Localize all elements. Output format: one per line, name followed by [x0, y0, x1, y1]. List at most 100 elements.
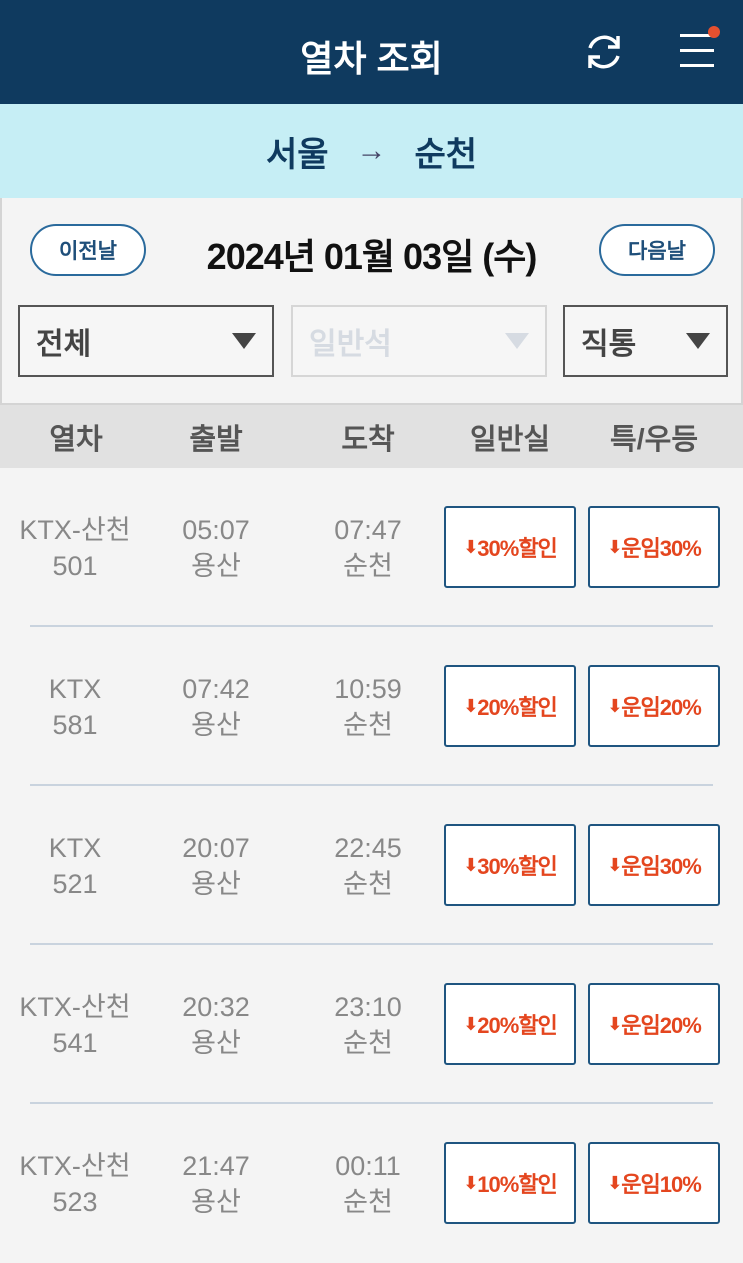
departure: 20:32 용산	[156, 989, 276, 1061]
direct-value: 직통	[581, 328, 637, 361]
general-fare: 30%할인	[477, 854, 558, 879]
special-seat-button[interactable]: ⬇ 운임20%	[588, 665, 720, 747]
special-seat-button[interactable]: ⬇ 운임30%	[588, 506, 720, 588]
special-seat-button[interactable]: ⬇ 운임10%	[588, 1142, 720, 1224]
app-header: 열차 조회	[0, 0, 743, 104]
page-title: 열차 조회	[300, 38, 443, 79]
train-type: KTX-산천	[19, 992, 131, 1022]
train-type-select[interactable]: 전체	[18, 305, 274, 377]
col-special: 특/우등	[609, 423, 699, 456]
route-bar: 서울 → 순천	[0, 104, 743, 198]
departure-time: 07:42	[182, 674, 250, 704]
seat-type-select: 일반석	[291, 305, 547, 377]
col-arrival: 도착	[341, 423, 395, 456]
special-fare: 운임30%	[621, 854, 702, 879]
refresh-icon[interactable]	[582, 30, 626, 74]
train-row: KTX-산천 523 21:47 용산 00:11 순천 ⬇ 10%할인 ⬇ 운임10%	[19, 1104, 720, 1263]
train-type: KTX	[48, 833, 102, 863]
arrival-time: 07:47	[334, 515, 402, 545]
train-name: KTX 581	[0, 671, 150, 743]
departure-station: 용산	[191, 869, 241, 899]
col-departure: 출발	[189, 423, 243, 456]
arrival: 23:10 순천	[308, 989, 428, 1061]
search-panel: 이전날 2024년 01월 03일 (수) 다음날 전체 일반석 직통	[0, 198, 743, 405]
down-arrow-icon: ⬇	[463, 854, 478, 875]
train-number: 541	[52, 1028, 98, 1058]
departure: 05:07 용산	[156, 512, 276, 584]
arrival-time: 23:10	[334, 992, 402, 1022]
train-type: KTX	[48, 674, 102, 704]
down-arrow-icon: ⬇	[607, 854, 622, 875]
selected-date: 2024년 01월 03일 (수)	[206, 236, 538, 277]
special-fare: 운임20%	[621, 1013, 702, 1038]
arrival-station: 순천	[343, 551, 393, 581]
arrival: 07:47 순천	[308, 512, 428, 584]
train-number: 523	[52, 1187, 98, 1217]
special-fare: 운임10%	[621, 1172, 702, 1197]
departure-time: 05:07	[182, 515, 250, 545]
general-seat-button[interactable]: ⬇ 10%할인	[444, 1142, 576, 1224]
train-name: KTX 521	[0, 830, 150, 902]
arrival-time: 00:11	[335, 1151, 401, 1181]
dropdown-arrow-icon	[505, 333, 529, 349]
general-seat-button[interactable]: ⬇ 20%할인	[444, 983, 576, 1065]
train-number: 501	[52, 551, 98, 581]
departure-time: 20:32	[182, 992, 250, 1022]
dropdown-arrow-icon	[232, 333, 256, 349]
train-list: KTX-산천 501 05:07 용산 07:47 순천 ⬇ 30%할인 ⬇ 운임30% …	[0, 468, 743, 1263]
notification-dot	[708, 26, 720, 38]
train-type-value: 전체	[36, 328, 92, 361]
train-name: KTX-산천 541	[0, 989, 150, 1061]
arrival-station: 순천	[343, 710, 393, 740]
general-fare: 20%할인	[477, 695, 558, 720]
direct-select[interactable]: 직통	[563, 305, 728, 377]
train-name: KTX-산천 523	[0, 1148, 150, 1220]
hamburger-menu-icon[interactable]	[680, 26, 720, 72]
down-arrow-icon: ⬇	[607, 536, 622, 557]
departure: 21:47 용산	[156, 1148, 276, 1220]
down-arrow-icon: ⬇	[463, 1172, 478, 1193]
dropdown-arrow-icon	[686, 333, 710, 349]
next-day-button[interactable]: 다음날	[599, 224, 715, 276]
departure-time: 21:47	[182, 1151, 250, 1181]
down-arrow-icon: ⬇	[607, 695, 622, 716]
departure: 07:42 용산	[156, 671, 276, 743]
down-arrow-icon: ⬇	[607, 1013, 622, 1034]
special-fare: 운임30%	[621, 536, 702, 561]
general-seat-button[interactable]: ⬇ 30%할인	[444, 506, 576, 588]
general-fare: 30%할인	[477, 536, 558, 561]
train-row: KTX 521 20:07 용산 22:45 순천 ⬇ 30%할인 ⬇ 운임30%	[30, 786, 720, 945]
general-seat-button[interactable]: ⬇ 20%할인	[444, 665, 576, 747]
down-arrow-icon: ⬇	[463, 695, 478, 716]
general-seat-button[interactable]: ⬇ 30%할인	[444, 824, 576, 906]
departure-station: 용산	[191, 1028, 241, 1058]
train-row: KTX 581 07:42 용산 10:59 순천 ⬇ 20%할인 ⬇ 운임20%	[30, 627, 720, 786]
departure-station: 서울	[265, 135, 329, 174]
arrow-icon: →	[356, 134, 387, 167]
arrival: 10:59 순천	[308, 671, 428, 743]
arrival-station: 순천	[343, 869, 393, 899]
train-row: KTX-산천 541 20:32 용산 23:10 순천 ⬇ 20%할인 ⬇ 운임20%	[19, 945, 720, 1104]
prev-day-button[interactable]: 이전날	[30, 224, 146, 276]
departure-time: 20:07	[182, 833, 250, 863]
arrival-time: 10:59	[334, 674, 402, 704]
special-seat-button[interactable]: ⬇ 운임20%	[588, 983, 720, 1065]
train-number: 521	[52, 869, 98, 899]
general-fare: 20%할인	[477, 1013, 558, 1038]
arrival-station: 순천	[343, 1187, 393, 1217]
col-train: 열차	[49, 423, 103, 456]
departure-station: 용산	[191, 710, 241, 740]
special-fare: 운임20%	[621, 695, 702, 720]
down-arrow-icon: ⬇	[463, 536, 478, 557]
arrival-station: 순천	[414, 135, 478, 174]
train-name: KTX-산천 501	[0, 512, 150, 584]
train-type: KTX-산천	[19, 515, 131, 545]
arrival-station: 순천	[343, 1028, 393, 1058]
train-row: KTX-산천 501 05:07 용산 07:47 순천 ⬇ 30%할인 ⬇ 운임30%	[19, 468, 720, 627]
special-seat-button[interactable]: ⬇ 운임30%	[588, 824, 720, 906]
arrival-time: 22:45	[334, 833, 402, 863]
col-general: 일반실	[469, 423, 551, 456]
column-headers: 열차 출발 도착 일반실 특/우등	[0, 405, 743, 468]
general-fare: 10%할인	[477, 1172, 558, 1197]
down-arrow-icon: ⬇	[607, 1172, 622, 1193]
